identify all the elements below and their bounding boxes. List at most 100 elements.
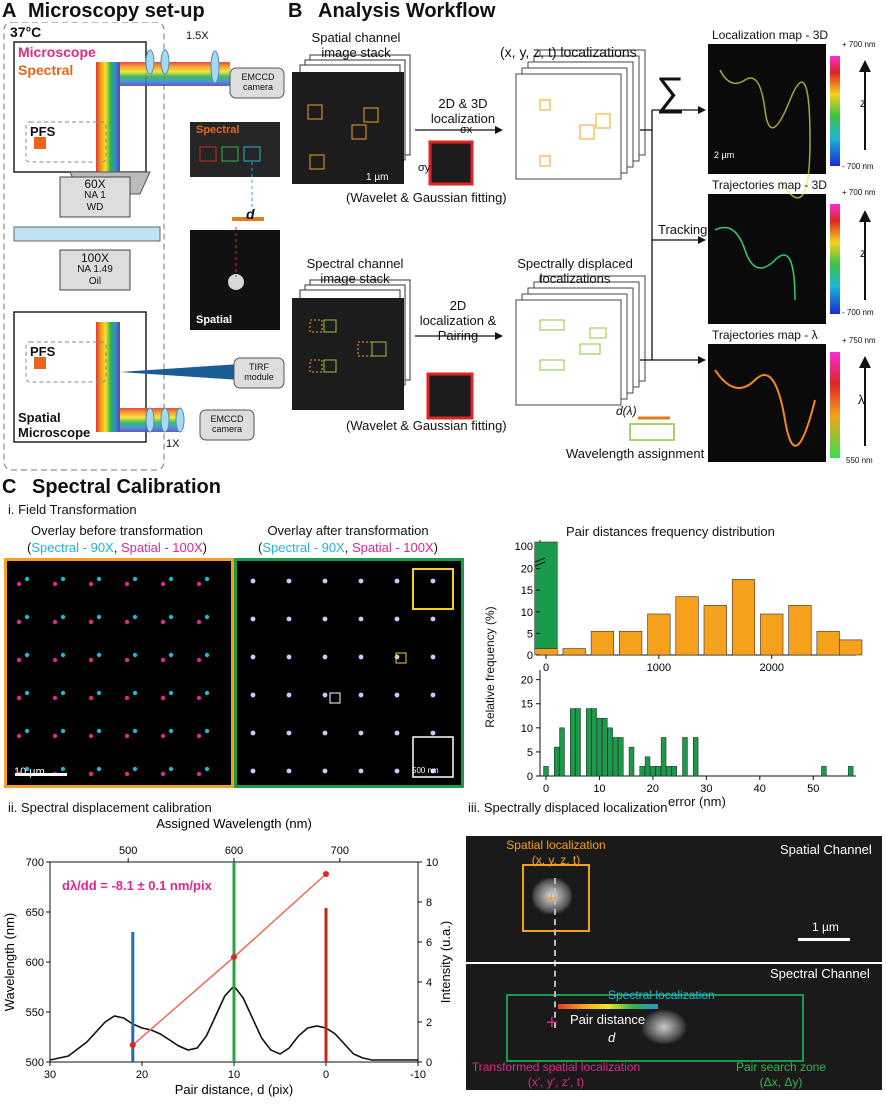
panel-c-title: Spectral Calibration [32,476,221,498]
spatial-dot [124,695,130,701]
hist-bot-bar [553,746,560,777]
projection-dashed-line [554,878,556,1028]
spatial-loc-coords: (x, y, z, t) [531,853,581,867]
hist-bot-bar [596,717,603,777]
spectral-channel-image [466,964,882,1090]
spatial-dot [52,581,58,587]
spatial-stack-label: Spatial channel image stack [311,30,401,60]
cal-spectrum-line [49,984,418,1061]
hist-bot-bar [692,737,699,777]
spectral-dot [60,766,66,772]
overlaid-dot [358,578,364,584]
overlaid-dot [358,692,364,698]
hist-bot-bar [644,756,651,777]
overlaid-dot [430,692,436,698]
hist-bot-bar [543,766,549,777]
hist-top-ytick-label: 15 [521,585,533,597]
spectral-dot [132,728,138,734]
overlaid-dot [358,730,364,736]
spatial-dot [88,695,94,701]
spatial-loc-box [522,864,590,932]
hist-bot-bar [628,746,635,777]
overlaid-dot [322,578,328,584]
spectral-dot [168,614,174,620]
after-title-text: Overlay after transformation [267,523,429,538]
mag-top-label: 1.5X [186,30,209,42]
xyzt-title: (x, y, z, t) localizations [500,44,637,60]
cal-xtick-label: 10 [228,1069,240,1081]
pfs-bottom-label: PFS [30,344,56,359]
overlaid-dot [286,692,292,698]
spectral-stack-label: Spectral channel image stack [306,256,404,286]
panel-b-letter: B [288,0,303,22]
after-legend: (Spectral - 90X, Spatial - 100X) [258,540,438,555]
spectral-dot [24,690,30,696]
before-legend-sep: , [113,540,121,555]
obj60-wd: WD [86,202,104,213]
analysis-workflow-diagram [292,44,871,462]
distance-d-label: d [246,206,255,222]
spatial-dot [160,619,166,625]
overlaid-dot [322,768,328,774]
overlaid-dot [430,578,436,584]
hist-bot-bar [682,737,688,777]
transformed-coords: (x', y', z', t) [527,1075,585,1089]
obj60-mag: 60X [84,177,106,191]
map-trajl-title: Trajectories map - λ [712,328,818,342]
pair-distance-arrow [558,1004,658,1009]
transformed-marker: + [546,1012,558,1034]
hist-bot-bar [821,766,827,777]
before-legend-spatial: Spatial - 100X [120,540,203,555]
spectral-dot [60,614,66,620]
hist-top-ytick-label: 20 [521,564,533,576]
scale-bar-10um [15,773,67,776]
spatial-dot [52,695,58,701]
spatial-dot [124,619,130,625]
panel-c-letter: C [2,476,17,498]
spectral-dot [168,728,174,734]
cal-top-tick-label: 600 [225,845,243,857]
spatial-loc-marker: + [546,888,557,908]
hist-bot-bar [847,766,854,777]
hist-bot-xtick-label: 30 [700,783,712,795]
hist-bot-bar [602,717,608,777]
spectral-word: Spectral [18,62,74,78]
obj100-oil: Oil [88,276,102,287]
spatial-dot [196,771,202,777]
spectral-dot [204,652,210,658]
spatial-dot [88,657,94,663]
hist-top-bar-before [760,613,784,656]
overlaid-dot [322,616,328,622]
map-traj3d-title: Trajectories map - 3D [712,178,827,192]
spectral-dot [96,690,102,696]
overlaid-dot [250,578,256,584]
after-title: Overlay after transformation (Spectral -… [234,522,462,556]
cal-y2tick-label: 2 [426,1017,432,1029]
spectral-dot [24,766,30,772]
hist-top-xtick-label: 0 [543,662,549,674]
z-top-label-2: + 700 nm [842,188,876,197]
spatial-channel-image [466,836,882,962]
cal-xtick-label: 30 [44,1069,56,1081]
cal-top-xlabel: Assigned Wavelength (nm) [156,816,312,831]
hist-title: Pair distances frequency distribution [566,524,775,539]
overlaid-dot [322,692,328,698]
hist-top-bar-before [703,605,727,656]
spectral-dot [24,652,30,658]
hist-bot-ytick-label: 5 [527,747,533,759]
pair-search-zone [506,994,804,1062]
transformed-text: Transformed spatial localization [471,1060,641,1074]
spatial-dot [124,771,130,777]
overlaid-dot [394,768,400,774]
d-lambda-label: d(λ) [616,404,637,418]
spectral-dot [132,614,138,620]
z-axis-label: z [860,96,866,110]
hist-bot-bar [671,766,677,777]
overlaid-dot [430,616,436,622]
overlaid-dot [322,730,328,736]
hist-bot-xtick-label: 50 [807,783,819,795]
displaced-title: Spectrally displaced localizations [517,256,633,286]
spatial-dot [124,581,130,587]
axis-break [534,557,546,563]
before-title: Overlay before transformation (Spectral … [4,522,230,556]
